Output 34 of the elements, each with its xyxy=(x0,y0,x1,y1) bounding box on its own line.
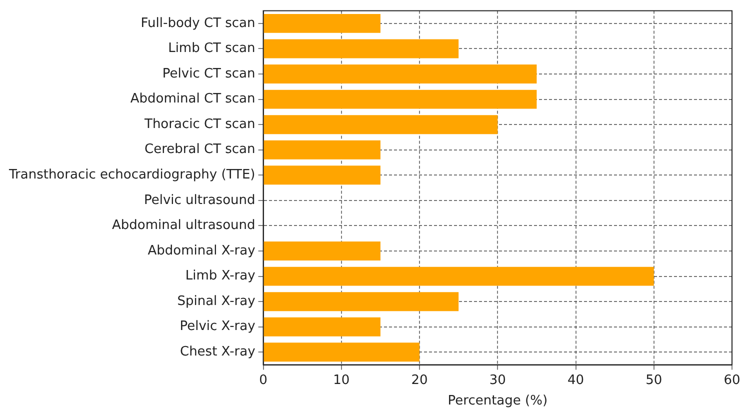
y-tick-label: Spinal X-ray xyxy=(177,294,256,309)
x-axis-title: Percentage (%) xyxy=(448,394,548,409)
x-tick-label: 20 xyxy=(411,372,428,388)
y-tick-label: Full-body CT scan xyxy=(140,16,256,31)
x-tick-label: 10 xyxy=(333,372,350,388)
bar xyxy=(264,242,380,260)
x-tick-label: 30 xyxy=(489,372,506,388)
bar xyxy=(264,14,380,33)
y-tick-label: Abdominal CT scan xyxy=(130,92,256,107)
bar xyxy=(264,317,380,336)
bar xyxy=(264,292,459,312)
x-tick-label: 60 xyxy=(724,372,740,388)
y-tick-label: Limb CT scan xyxy=(168,41,256,56)
y-tick-label: Cerebral CT scan xyxy=(144,142,256,158)
bar xyxy=(264,39,459,58)
bar xyxy=(264,64,537,84)
bar xyxy=(264,115,498,134)
x-tick-label: 50 xyxy=(646,372,662,388)
y-tick-label: Abdominal ultrasound xyxy=(112,218,256,234)
y-tick-label: Chest X-ray xyxy=(180,344,256,360)
y-tick-label: Pelvic ultrasound xyxy=(144,192,256,208)
y-tick-label: Limb X-ray xyxy=(185,268,256,284)
y-tick-label: Pelvic CT scan xyxy=(162,66,256,82)
bar xyxy=(264,342,420,362)
y-tick-label: Thoracic CT scan xyxy=(144,116,256,132)
bar xyxy=(264,266,654,286)
y-tick-label: Pelvic X-ray xyxy=(180,319,256,334)
y-tick-label: Abdominal X-ray xyxy=(148,243,256,258)
bar xyxy=(264,140,380,160)
bar xyxy=(264,90,537,109)
x-tick-label: 0 xyxy=(259,372,268,388)
y-tick-label: Transthoracic echocardiography (TTE) xyxy=(8,168,256,183)
x-tick-label: 40 xyxy=(567,372,584,388)
bar xyxy=(264,166,380,185)
